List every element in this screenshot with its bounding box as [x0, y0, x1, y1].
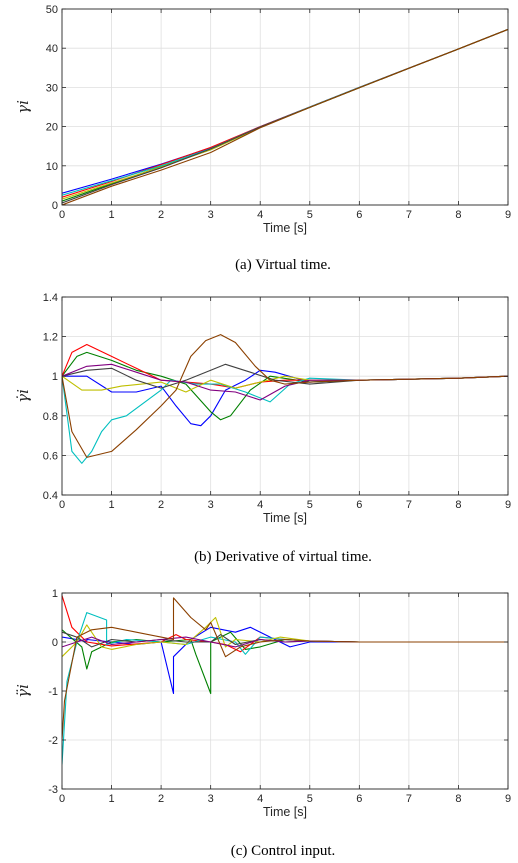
x-tick-label: 7 — [406, 499, 412, 511]
x-tick-label: 9 — [505, 499, 511, 511]
y-tick-label: 1 — [52, 588, 58, 600]
x-tick-label: 3 — [208, 209, 214, 221]
x-tick-label: 6 — [356, 209, 362, 221]
x-tick-label: 5 — [307, 499, 313, 511]
x-tick-label: 0 — [59, 499, 65, 511]
panel-0: 0 1 2 3 4 5 6 7 8 9 0 10 20 30 40 50 Time [s] γi (a) Virtu… — [14, 4, 511, 273]
x-tick-label: 3 — [208, 793, 214, 805]
plot-background — [62, 9, 508, 205]
series-line-7 — [62, 28, 508, 205]
panel-caption: (a) Virtual time. — [235, 257, 331, 273]
x-tick-label: 1 — [108, 793, 114, 805]
y-tick-label: 0.6 — [43, 450, 58, 462]
y-tick-label: 1 — [52, 371, 58, 383]
axes-box — [61, 296, 509, 496]
y-tick-label: 20 — [46, 122, 58, 134]
x-tick-label: 4 — [257, 793, 263, 805]
y-tick-label: 1.2 — [43, 332, 58, 344]
x-tick-label: 4 — [257, 209, 263, 221]
x-tick-label: 2 — [158, 793, 164, 805]
x-axis-label: Time [s] — [263, 221, 307, 235]
x-tick-label: 4 — [257, 499, 263, 511]
y-tick-label: 10 — [46, 161, 58, 173]
x-tick-label: 5 — [307, 209, 313, 221]
x-tick-label: 3 — [208, 499, 214, 511]
x-tick-label: 6 — [356, 499, 362, 511]
x-tick-label: 7 — [406, 793, 412, 805]
y-tick-label: 30 — [46, 82, 58, 94]
x-tick-label: 8 — [455, 209, 461, 221]
x-tick-label: 2 — [158, 209, 164, 221]
series-line-8 — [62, 334, 508, 458]
x-tick-label: 7 — [406, 209, 412, 221]
x-tick-label: 0 — [59, 793, 65, 805]
x-tick-label: 6 — [356, 793, 362, 805]
y-tick-label: 0 — [52, 200, 58, 212]
y-tick-label: -3 — [48, 784, 58, 796]
x-tick-label: 1 — [108, 499, 114, 511]
x-tick-label: 9 — [505, 209, 511, 221]
y-tick-label: 50 — [46, 4, 58, 16]
x-tick-label: 0 — [59, 209, 65, 221]
panel-caption: (b) Derivative of virtual time. — [194, 549, 372, 565]
series-group — [62, 28, 508, 205]
x-tick-label: 9 — [505, 793, 511, 805]
y-tick-label: 0.4 — [43, 490, 58, 502]
y-tick-label: -2 — [48, 735, 58, 747]
panel-1: 0 1 2 3 4 5 6 7 8 9 0.4 0.6 0.8 1 1.2 1.4 Time [s] γ̇i (b)… — [14, 292, 511, 565]
y-tick-label: -1 — [48, 686, 58, 698]
x-tick-label: 8 — [455, 499, 461, 511]
x-axis-label: Time [s] — [263, 511, 307, 525]
y-tick-label: 40 — [46, 43, 58, 55]
y-axis-label: γ̇i — [14, 389, 32, 403]
plot-background — [62, 297, 508, 495]
y-axis-label: γ̈i — [14, 684, 32, 698]
panel-2: 0 1 2 3 4 5 6 7 8 9 -3 -2 -1 0 1 Time [s] γ̈i (c) Control… — [14, 588, 511, 859]
x-axis-label: Time [s] — [263, 805, 307, 819]
y-tick-label: 0.8 — [43, 411, 58, 423]
x-tick-label: 8 — [455, 793, 461, 805]
x-tick-label: 2 — [158, 499, 164, 511]
series-line-8 — [62, 597, 508, 741]
y-tick-label: 0 — [52, 637, 58, 649]
y-tick-label: 1.4 — [43, 292, 58, 304]
series-group — [62, 595, 508, 765]
x-tick-label: 1 — [108, 209, 114, 221]
axes-box — [61, 8, 509, 206]
series-group — [62, 334, 508, 464]
panel-caption: (c) Control input. — [231, 843, 336, 859]
y-axis-label: γi — [14, 100, 32, 114]
x-tick-label: 5 — [307, 793, 313, 805]
